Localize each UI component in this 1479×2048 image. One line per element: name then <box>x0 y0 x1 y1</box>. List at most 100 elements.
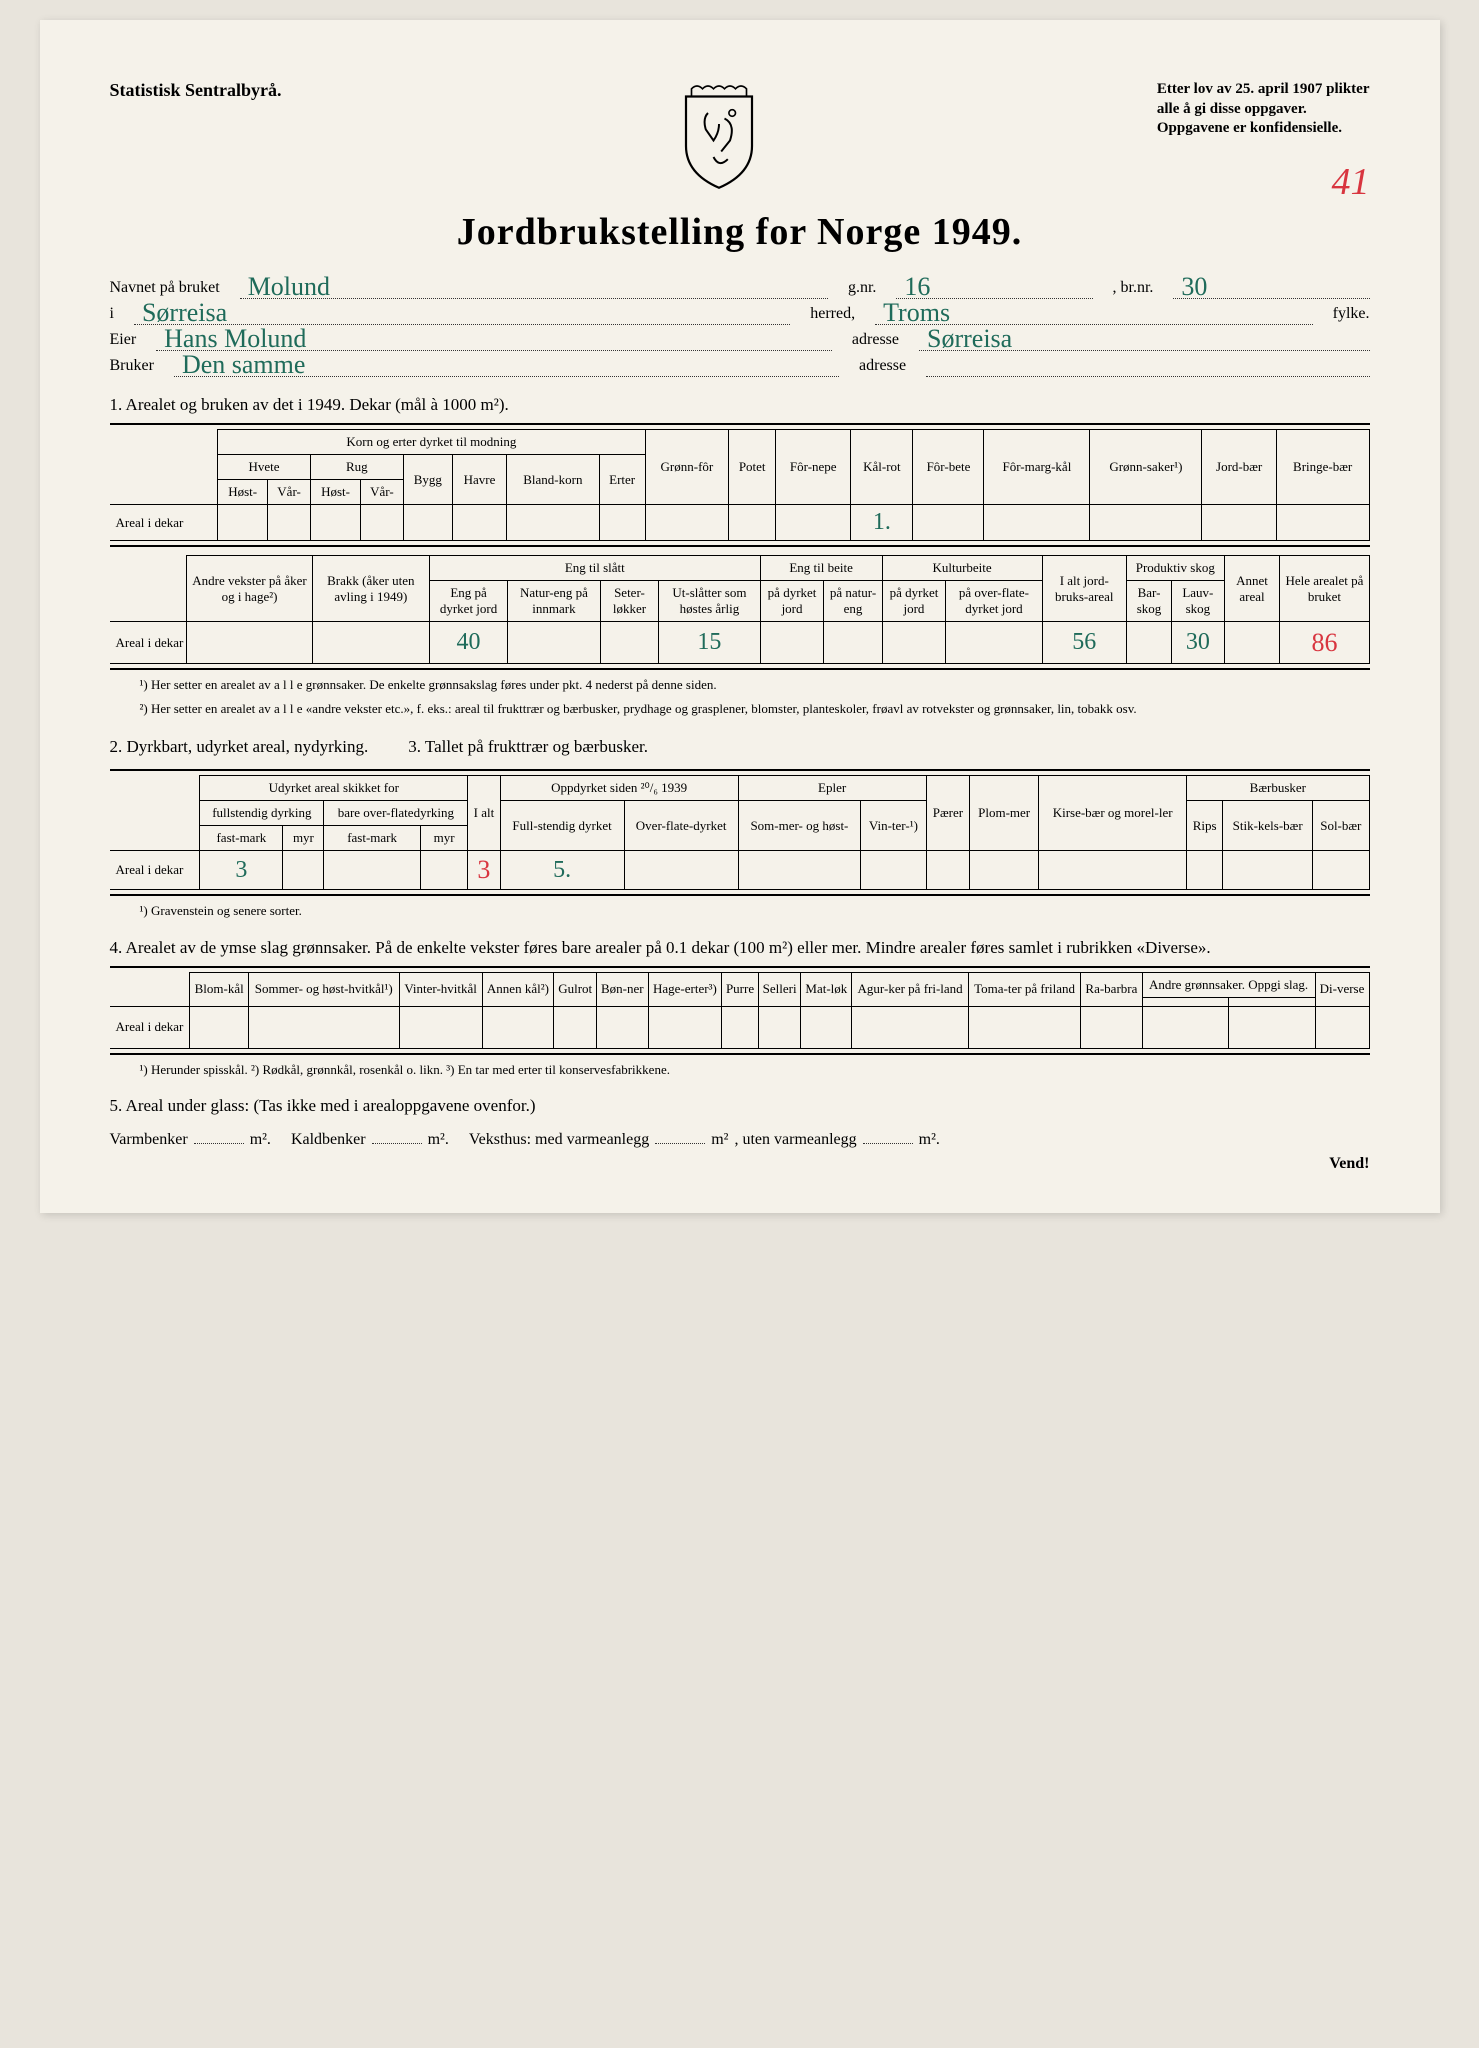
cell <box>600 622 658 664</box>
th-seter: Seter-løkker <box>600 581 658 622</box>
section5-title: 5. Areal under glass: (Tas ikke med i ar… <box>110 1096 1370 1116</box>
fylke-label: fylke. <box>1333 305 1370 325</box>
document-page: Statistisk Sentralbyrå. Etter lov av 25.… <box>40 20 1440 1213</box>
cell-ialt2: 3 <box>468 851 500 890</box>
bruker-label: Bruker <box>110 357 154 377</box>
cell <box>190 1006 248 1048</box>
th-fullstendig: fullstendig dyrking <box>200 801 324 826</box>
cell <box>1090 505 1202 541</box>
th-tomater: Toma-ter på friland <box>968 972 1080 1006</box>
th-kalrot: Kål-rot <box>851 430 913 505</box>
th-fast2: fast-mark <box>324 826 420 851</box>
table-1a: Korn og erter dyrket til modning Grønn-f… <box>110 429 1370 541</box>
cell <box>648 1006 722 1048</box>
bruker-value: Den samme <box>182 350 305 380</box>
unit3: m² <box>711 1131 728 1149</box>
herred-field: Troms <box>875 305 1313 325</box>
form-row-2: i Sørreisa herred, Troms fylke. <box>110 305 1370 325</box>
th-myr2: myr <box>420 826 467 851</box>
th-paoverflate: på over-flate-dyrket jord <box>946 581 1042 622</box>
section2-title: 2. Dyrkbart, udyrket areal, nydyrking. <box>110 737 369 757</box>
cell-engpa: 40 <box>429 622 507 664</box>
rule <box>110 966 1370 968</box>
cell <box>403 505 452 541</box>
th-var1: Vår- <box>268 480 311 505</box>
cell <box>729 505 776 541</box>
section4-title: 4. Arealet av de ymse slag grønnsaker. P… <box>110 938 1370 958</box>
cell-utslatter: 15 <box>659 622 760 664</box>
cell-fulldyrket: 5. <box>500 851 624 890</box>
cell <box>324 851 420 890</box>
cell <box>420 851 467 890</box>
cell <box>508 622 601 664</box>
th-bringebaer: Bringe-bær <box>1276 430 1369 505</box>
th-bygg: Bygg <box>403 455 452 505</box>
th-blomkal: Blom-kål <box>190 972 248 1006</box>
cell <box>312 622 429 664</box>
kaldbenker-field <box>372 1130 422 1144</box>
th-selleri: Selleri <box>758 972 801 1006</box>
cell <box>596 1006 648 1048</box>
th-erter: Erter <box>599 455 645 505</box>
eier-field: Hans Molund <box>156 331 832 351</box>
rule <box>110 1053 1370 1055</box>
cell <box>1313 851 1369 890</box>
row-label-23: Areal i dekar <box>110 851 200 890</box>
th-hvete: Hvete <box>218 455 311 480</box>
gnr-field: 16 <box>896 279 1092 299</box>
th-padyrket2: på dyrket jord <box>882 581 946 622</box>
coat-of-arms-icon <box>674 80 764 190</box>
unit4: m². <box>919 1131 940 1149</box>
cell <box>824 622 882 664</box>
legal-line-2: alle å gi disse oppgaver. <box>1157 100 1370 120</box>
cell <box>722 1006 759 1048</box>
eier-label: Eier <box>110 331 137 351</box>
table-1b: Andre vekster på åker og i hage²) Brakk … <box>110 555 1370 664</box>
th-padyrket1: på dyrket jord <box>760 581 824 622</box>
cell-kalrot: 1. <box>851 505 913 541</box>
brnr-label: , br.nr. <box>1113 279 1154 299</box>
th-bonner: Bøn-ner <box>596 972 648 1006</box>
th-engpa: Eng på dyrket jord <box>429 581 507 622</box>
cell <box>1126 622 1171 664</box>
cell <box>1276 505 1369 541</box>
row-label-1a: Areal i dekar <box>110 505 218 541</box>
section3-title: 3. Tallet på frukttrær og bærbusker. <box>368 737 1369 757</box>
rule <box>110 545 1370 547</box>
brnr-value: 30 <box>1181 272 1207 302</box>
th-gronnsaker: Grønn-saker¹) <box>1090 430 1202 505</box>
th-andre-b <box>1229 997 1315 1006</box>
th-jordbaer: Jord-bær <box>1202 430 1276 505</box>
th-kulturbeite: Kulturbeite <box>882 556 1042 581</box>
cell <box>452 505 506 541</box>
cell <box>1142 1006 1228 1048</box>
herred-label: herred, <box>810 305 855 325</box>
cell <box>599 505 645 541</box>
th-fast1: fast-mark <box>200 826 283 851</box>
cell <box>187 622 312 664</box>
section5-line: Varmbenkerm². Kaldbenkerm². Veksthus: me… <box>110 1130 1370 1149</box>
th-sommerkal: Sommer- og høst-hvitkål¹) <box>248 972 399 1006</box>
rule <box>110 668 1370 670</box>
cell-lauvskog: 30 <box>1172 622 1225 664</box>
form-row-1: Navnet på bruket Molund g.nr. 16 , br.nr… <box>110 279 1370 299</box>
th-barskog: Bar-skog <box>1126 581 1171 622</box>
cell <box>554 1006 597 1048</box>
th-utslatter: Ut-slåtter som høstes årlig <box>659 581 760 622</box>
i-label: i <box>110 305 114 325</box>
section23-titles: 2. Dyrkbart, udyrket areal, nydyrking. 3… <box>110 719 1370 765</box>
unit2: m². <box>428 1131 449 1149</box>
th-overdyrket: Over-flate-dyrket <box>624 801 738 851</box>
cell <box>624 851 738 890</box>
cell <box>248 1006 399 1048</box>
cell <box>268 505 311 541</box>
form-row-3: Eier Hans Molund adresse Sørreisa <box>110 331 1370 351</box>
varmbenker-field <box>194 1130 244 1144</box>
cell <box>482 1006 554 1048</box>
cell <box>361 505 404 541</box>
th-andre4: Andre grønnsaker. Oppgi slag. <box>1142 972 1315 997</box>
th-udyrket: Udyrket areal skikket for <box>200 776 468 801</box>
cell <box>760 622 824 664</box>
cell <box>218 505 268 541</box>
adresse2-label: adresse <box>859 357 906 377</box>
